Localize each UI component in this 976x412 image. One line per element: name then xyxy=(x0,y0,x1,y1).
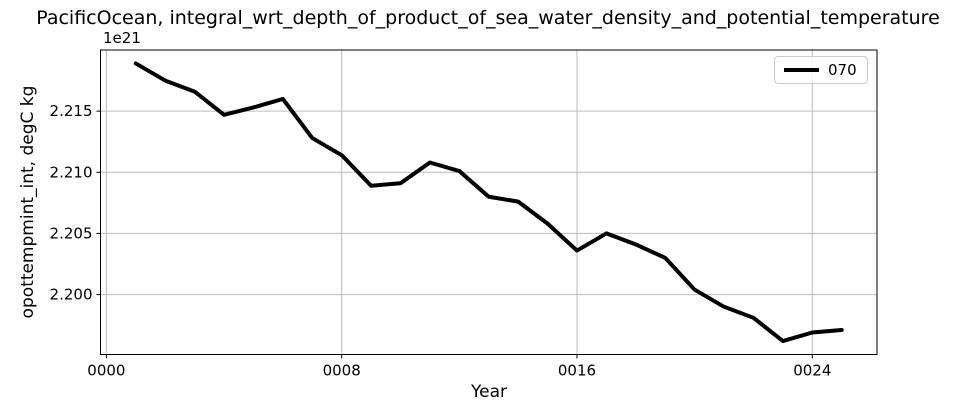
x-tick-label: 0024 xyxy=(793,362,831,380)
legend: 070 xyxy=(774,56,868,84)
x-axis-label: Year xyxy=(471,382,507,402)
y-tick-label: 2.215 xyxy=(50,102,93,120)
y-tick-label: 2.200 xyxy=(50,286,93,304)
y-tick-label: 2.210 xyxy=(50,163,93,181)
x-tick-label: 0008 xyxy=(323,362,361,380)
axes-spines xyxy=(100,49,878,355)
data-line xyxy=(133,61,844,344)
y-tick-label: 2.205 xyxy=(50,224,93,242)
y-axis-offset-text: 1e21 xyxy=(103,29,141,47)
legend-entry-label: 070 xyxy=(828,60,857,79)
chart-title: PacificOcean, integral_wrt_depth_of_prod… xyxy=(36,7,940,29)
x-tick-label: 0016 xyxy=(558,362,596,380)
x-tick-label: 0000 xyxy=(87,362,125,380)
legend-line-sample-icon xyxy=(784,68,819,72)
